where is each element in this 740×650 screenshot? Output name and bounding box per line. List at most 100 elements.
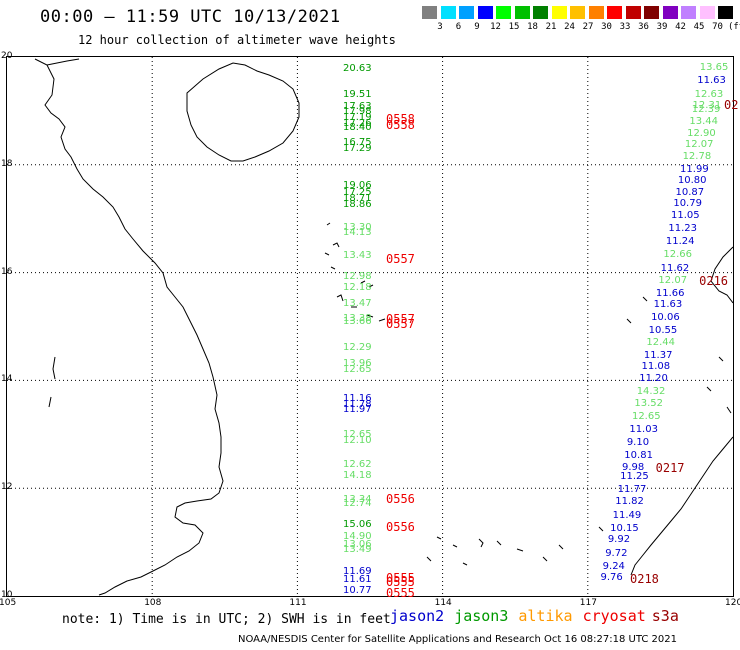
pass-time-label: 0557 xyxy=(386,316,415,331)
wave-height-value: 17.19 xyxy=(343,112,372,124)
wave-height-value: 10.79 xyxy=(673,198,702,210)
legend-cryosat: cryosat xyxy=(582,607,646,625)
paracel-islands xyxy=(324,222,386,322)
longitude-label: 120 xyxy=(725,598,740,608)
pass-time-label: 0558 xyxy=(386,117,415,132)
latitude-label: 16 xyxy=(1,266,13,277)
map-plot-area: 20 18 16 14 12 10 105 108 111 114 117 120 20.63 19.5… xyxy=(0,51,740,608)
scale-label: 36 xyxy=(638,22,649,32)
wave-height-value: 12.66 xyxy=(663,249,692,261)
wave-height-value: 12.65 xyxy=(343,364,372,376)
scale-swatch xyxy=(607,6,622,19)
wave-height-value: 9.24 xyxy=(602,560,625,572)
scale-label: 42 xyxy=(675,22,686,32)
scale-swatch xyxy=(570,6,585,19)
pass-time-label: 02 xyxy=(724,97,739,112)
scale-swatch xyxy=(422,6,437,19)
scale-swatch xyxy=(588,6,604,19)
wave-height-value: 13.49 xyxy=(343,544,372,556)
wave-height-value: 13.38 xyxy=(343,312,372,324)
wave-height-value: 17.25 xyxy=(343,187,372,199)
wave-height-value: 12.07 xyxy=(684,138,714,150)
wave-height-value: 11.61 xyxy=(343,573,372,585)
satellite-legend: jason2 jason3 altika cryosat s3a xyxy=(390,607,689,625)
scale-label: 12 xyxy=(490,22,501,32)
pass-time-label: 0556 xyxy=(386,519,415,534)
wave-height-value: 11.37 xyxy=(643,349,673,361)
wave-height-value: 18.86 xyxy=(343,199,372,211)
credit-line: NOAA/NESDIS Center for Satellite Applica… xyxy=(238,634,677,645)
pass-time-label: 0557 xyxy=(386,251,415,266)
pass-time-label: 0555 xyxy=(386,575,415,590)
wave-height-value: 13.34 xyxy=(343,493,372,505)
wave-height-value: 18.40 xyxy=(343,122,372,134)
chart-subtitle: 12 hour collection of altimeter wave hei… xyxy=(78,33,396,47)
wave-height-value: 12.10 xyxy=(343,435,372,447)
wave-height-value: 14.18 xyxy=(343,470,372,482)
scale-label: 3 xyxy=(437,22,443,32)
longitude-label: 114 xyxy=(434,598,452,608)
wave-height-value: 9.76 xyxy=(600,572,623,584)
philippine-islands-east xyxy=(706,356,732,414)
wave-height-value: 15.06 xyxy=(343,519,372,531)
scale-label: 24 xyxy=(564,22,575,32)
legend-s3a: s3a xyxy=(651,607,679,625)
scale-swatch xyxy=(496,6,511,19)
wave-height-value: 11.25 xyxy=(620,471,649,483)
scale-label: 15 xyxy=(508,22,520,32)
pass-time-label: 0217 xyxy=(655,461,685,476)
pass-time-label: 0557 xyxy=(386,312,415,327)
longitude-label: 108 xyxy=(144,598,162,608)
wave-height-value: 10.15 xyxy=(610,522,639,534)
longitude-label: 117 xyxy=(579,598,597,608)
wave-height-value: 16.75 xyxy=(343,136,372,148)
scale-swatch xyxy=(662,6,678,19)
wave-height-value: 13.06 xyxy=(343,539,372,551)
scale-swatch xyxy=(477,6,493,19)
wave-height-value: 11.05 xyxy=(671,210,700,221)
scale-label: 27 xyxy=(582,22,594,32)
scale-swatch xyxy=(440,6,456,19)
scale-label: 70 xyxy=(712,22,723,32)
wave-height-value: 12.98 xyxy=(343,270,372,282)
wave-height-value: 10.77 xyxy=(343,585,372,597)
wave-height-value: 9.10 xyxy=(626,436,650,448)
pass-time-label: 0218 xyxy=(630,571,659,586)
wave-height-value: 11.16 xyxy=(343,392,372,404)
wave-height-value: 11.63 xyxy=(653,299,683,311)
wave-height-value: 12.90 xyxy=(687,127,716,139)
wave-height-value: 19.06 xyxy=(343,179,372,191)
wave-height-value: 11.24 xyxy=(665,236,695,248)
coast-fragment-west xyxy=(48,356,56,408)
wave-height-value: 11.99 xyxy=(680,163,709,175)
wave-height-value: 11.08 xyxy=(641,361,671,373)
scale-label: 21 xyxy=(545,22,557,32)
scale-swatch xyxy=(551,6,567,19)
wave-height-value: 12.63 xyxy=(694,88,724,100)
wave-height-value: 14.90 xyxy=(343,530,372,542)
wave-height-value: 13.30 xyxy=(343,221,372,233)
legend-altika: altika xyxy=(518,607,573,625)
wave-height-value: 12.65 xyxy=(343,429,372,441)
pass-time-label: 0555 xyxy=(386,570,415,585)
wave-height-value: 20.63 xyxy=(343,63,372,75)
wave-height-value: 10.06 xyxy=(651,312,680,324)
scale-unit: (ft) xyxy=(728,22,740,32)
wave-height-value: 17.26 xyxy=(343,118,372,130)
scale-label: 9 xyxy=(474,22,480,32)
pass-time-label: 0556 xyxy=(386,491,415,506)
hainan-island xyxy=(186,62,300,162)
philippines-coastline xyxy=(710,246,734,304)
wave-height-value: 12.65 xyxy=(631,410,661,422)
scale-swatch xyxy=(681,6,696,19)
wave-height-value: 11.03 xyxy=(629,423,658,435)
latitude-label: 10 xyxy=(1,590,13,600)
wave-height-value: 13.52 xyxy=(634,398,664,410)
wave-height-value: 13.65 xyxy=(699,62,729,74)
wave-height-value: 12.31 xyxy=(692,99,722,111)
wave-height-value: 11.82 xyxy=(615,496,644,508)
wave-height-value: 14.32 xyxy=(636,386,666,398)
wave-height-value: 17.63 xyxy=(343,101,372,113)
wave-height-value: 12.39 xyxy=(691,103,721,115)
wave-height-value: 9.92 xyxy=(607,534,631,546)
